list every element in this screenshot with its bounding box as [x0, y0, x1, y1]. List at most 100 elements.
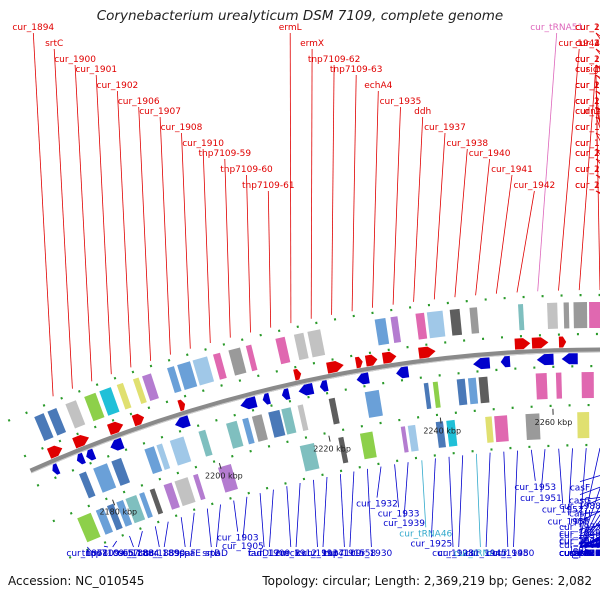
- gene-label-bottom-41: casD: [569, 549, 591, 559]
- band-block-27: [589, 302, 600, 329]
- gene-label-bottom-11: cur_1903: [217, 534, 259, 544]
- leader-bottom-26: [431, 458, 436, 538]
- gene-label-top-6: cur_1907: [139, 107, 181, 117]
- leader-bottom-44: [579, 475, 600, 482]
- gene-label-bottom-10: spaD: [205, 549, 228, 559]
- leader-bottom-31: [503, 451, 509, 548]
- gene-label-top-9: tnp7109-59: [199, 149, 252, 159]
- leader-bottom-1: [103, 545, 109, 548]
- leader-top-19: [433, 132, 446, 300]
- leader-bottom-7: [180, 517, 186, 548]
- band-block-65: [423, 382, 432, 410]
- band-block-58: [242, 417, 255, 445]
- gene-label-bottom-26: cur_1925: [411, 539, 453, 549]
- band-block-15: [293, 332, 309, 361]
- gene-label-bottom-44: casF: [570, 484, 590, 494]
- gene-reverse-30: [110, 437, 125, 451]
- band-block-64: [364, 389, 383, 418]
- gene-label-bottom-32: cur_1950: [493, 549, 535, 559]
- band-block-25: [563, 302, 570, 329]
- gene-forward-4: [177, 399, 186, 412]
- band-block-52: [111, 457, 131, 486]
- band-block-11: [212, 352, 227, 380]
- gene-label-bottom-22: cur_1932: [356, 500, 398, 510]
- band-block-106: [407, 424, 419, 452]
- gene-label-top-50: cur_2015: [575, 55, 600, 65]
- band-block-22: [469, 307, 480, 334]
- gene-forward-1: [72, 435, 89, 449]
- leader-bottom-28: [458, 455, 464, 548]
- leader-top-17: [392, 106, 401, 305]
- band-block-66: [432, 381, 441, 408]
- gene-label-top-28: cur_1947: [575, 81, 600, 91]
- leader-bottom-36: [568, 448, 573, 516]
- band-block-63: [328, 397, 340, 425]
- leader-bottom-24: [403, 462, 409, 518]
- leader-bottom-5: [154, 526, 160, 548]
- gene-label-top-22: cur_1941: [491, 165, 533, 175]
- band-block-60: [268, 409, 286, 438]
- leader-top-4: [117, 90, 132, 368]
- gene-label-bottom-46: casH: [569, 510, 591, 520]
- gene-label-bottom-56: rpsF: [570, 517, 589, 527]
- gene-forward-7: [354, 356, 363, 369]
- gene-label-bottom-0: cur_1868: [66, 549, 108, 559]
- gene-label-top-10: tnp7109-60: [220, 165, 273, 175]
- gene-label-top-26: cur_1943: [575, 55, 600, 65]
- gene-forward-6: [326, 361, 344, 374]
- band-block-20: [426, 310, 446, 339]
- gene-label-top-40: cur_1992: [575, 81, 600, 91]
- feature-bands: [34, 302, 600, 543]
- gene-label-bottom-15: recR: [281, 549, 301, 559]
- gene-label-top-7: cur_1908: [161, 123, 203, 133]
- band-block-5: [116, 382, 132, 410]
- leader-top-24: [537, 32, 558, 292]
- gene-forward-8: [364, 354, 378, 367]
- band-block-57: [226, 420, 244, 449]
- track-dots-2: [36, 364, 600, 487]
- tick-mark-2: [328, 435, 331, 442]
- band-block-50: [79, 471, 96, 499]
- gene-label-top-19: cur_1937: [424, 123, 466, 133]
- band-block-102: [299, 442, 320, 472]
- label-leaders: [32, 32, 600, 552]
- gene-label-top-18: ddh: [414, 107, 431, 117]
- gene-label-top-48: cur_2013: [575, 23, 600, 33]
- gene-reverse-27: [52, 463, 61, 475]
- leader-top-8: [202, 148, 211, 344]
- gene-label-top-20: cur_1938: [446, 139, 488, 149]
- leader-bottom-14: [269, 489, 274, 548]
- band-block-108: [446, 419, 458, 447]
- leader-bottom-41: [579, 514, 600, 548]
- gene-label-top-12: ermL: [279, 23, 302, 33]
- gene-label-top-11: tnp7109-61: [242, 181, 295, 191]
- gene-label-bottom-65: cur_2007: [559, 549, 600, 559]
- leader-top-13: [310, 48, 313, 319]
- gene-label-bottom-75: rnpA: [569, 549, 591, 559]
- gene-forward-0: [46, 445, 63, 459]
- gene-label-top-29: cur_1949: [575, 97, 600, 107]
- gene-reverse-35: [298, 383, 315, 396]
- band-block-12: [228, 347, 247, 376]
- band-block-9: [177, 361, 198, 390]
- gene-label-bottom-63: cur_2005: [559, 549, 600, 559]
- band-block-111: [525, 413, 541, 441]
- band-block-21: [449, 308, 463, 336]
- leader-bottom-8: [189, 512, 195, 548]
- leader-top-20: [454, 148, 468, 298]
- band-block-68: [467, 377, 479, 405]
- gene-label-bottom-58: leuS: [570, 546, 590, 556]
- band-block-105: [400, 426, 409, 453]
- leader-top-15: [351, 74, 357, 312]
- band-block-51: [93, 463, 117, 493]
- band-block-97: [149, 488, 164, 515]
- gene-reverse-29: [86, 448, 97, 461]
- gene-forward-13: [558, 336, 567, 348]
- gene-label-bottom-2: tnp7109-57: [86, 549, 139, 559]
- band-block-61: [281, 407, 297, 435]
- leader-bottom-11: [233, 500, 239, 532]
- gene-label-bottom-74: cur_2023: [559, 549, 600, 559]
- gene-label-bottom-36: cur_1958: [548, 517, 590, 527]
- gene-label-bottom-55: cur_1988: [559, 502, 600, 512]
